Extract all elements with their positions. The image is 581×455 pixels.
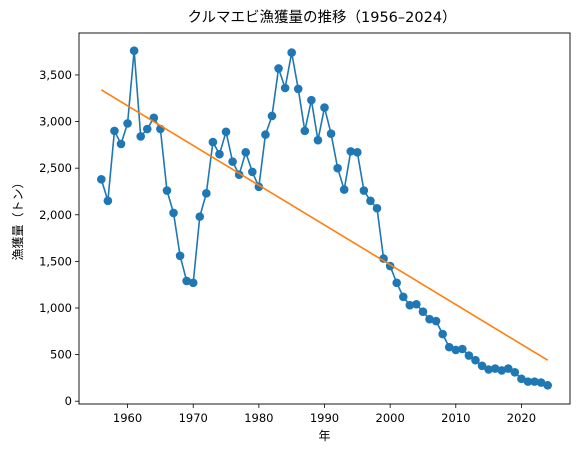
data-point xyxy=(346,147,356,156)
plot-frame xyxy=(78,32,571,405)
data-point xyxy=(503,364,513,373)
data-point xyxy=(215,149,224,159)
data-point xyxy=(471,355,480,365)
data-point xyxy=(169,208,178,218)
data-point xyxy=(287,48,296,57)
data-point xyxy=(195,212,205,221)
data-point xyxy=(451,345,461,355)
data-point xyxy=(379,254,388,263)
x-tick-label: 2010 xyxy=(441,411,470,425)
data-point xyxy=(293,84,303,94)
data-point xyxy=(359,186,369,195)
data-point xyxy=(261,130,270,139)
data-point xyxy=(202,189,211,198)
data-point xyxy=(129,46,139,56)
data-point xyxy=(536,378,546,387)
data-point xyxy=(523,377,533,386)
y-tick-label: 2,000 xyxy=(39,208,72,222)
x-tick-label: 1980 xyxy=(244,411,273,425)
data-point xyxy=(97,175,106,184)
data-point xyxy=(510,368,520,377)
series-line xyxy=(100,49,548,387)
data-point xyxy=(116,139,126,149)
y-tick-label: 2,500 xyxy=(39,161,72,175)
data-point xyxy=(412,299,421,309)
data-point xyxy=(458,344,467,354)
data-point xyxy=(339,185,349,194)
data-point xyxy=(392,278,402,288)
data-point xyxy=(497,366,507,375)
x-tick-label: 2020 xyxy=(507,411,536,425)
plot-area xyxy=(97,46,552,390)
y-tick-label: 3,000 xyxy=(39,115,72,129)
data-point xyxy=(418,307,428,317)
chart-title: クルマエビ漁獲量の推移（1956–2024） xyxy=(187,9,456,26)
x-axis-label: 年 xyxy=(318,429,330,443)
x-tick-label: 2000 xyxy=(376,411,405,425)
x-tick-label: 1960 xyxy=(113,411,142,425)
data-point xyxy=(162,186,172,195)
data-point xyxy=(123,119,132,128)
y-tick-label: 3,500 xyxy=(39,68,72,82)
data-point xyxy=(320,103,329,112)
data-point xyxy=(444,342,454,352)
data-point xyxy=(543,381,552,390)
y-axis: 0 500 1,000 1,500 2,000 2,500 3,000 3,500 xyxy=(39,68,79,408)
trend-line xyxy=(100,89,549,361)
data-point xyxy=(464,351,474,360)
data-point xyxy=(353,148,362,157)
data-point xyxy=(307,95,316,105)
data-point xyxy=(182,276,191,286)
data-point xyxy=(438,329,447,339)
data-point xyxy=(326,129,336,138)
data-point xyxy=(136,132,146,141)
data-point xyxy=(517,374,526,384)
data-point xyxy=(110,126,119,136)
data-point xyxy=(103,196,113,206)
data-point xyxy=(398,292,408,302)
data-point xyxy=(313,135,323,145)
x-axis: 1960 1970 1980 1990 2000 2010 2020 xyxy=(113,404,536,425)
data-point xyxy=(425,314,434,324)
data-point xyxy=(530,377,539,386)
data-point xyxy=(366,196,375,206)
y-tick-label: 500 xyxy=(50,348,72,362)
data-point xyxy=(228,157,237,166)
y-tick-label: 1,000 xyxy=(39,301,72,315)
data-point xyxy=(484,365,493,374)
data-point xyxy=(333,163,342,173)
data-point xyxy=(142,124,152,134)
data-point xyxy=(221,127,231,137)
data-point xyxy=(431,316,441,326)
data-point xyxy=(477,361,487,371)
data-point xyxy=(267,111,277,121)
data-point xyxy=(405,300,415,310)
y-tick-label: 1,500 xyxy=(39,254,72,268)
y-tick-label: 0 xyxy=(65,394,72,408)
data-point xyxy=(188,278,198,288)
y-axis-label: 漁獲量（トン） xyxy=(11,176,25,260)
data-point xyxy=(175,251,185,261)
x-tick-label: 1990 xyxy=(310,411,339,425)
x-tick-label: 1970 xyxy=(179,411,208,425)
data-point xyxy=(280,83,290,93)
data-point xyxy=(372,203,382,213)
data-point xyxy=(241,148,251,157)
data-point xyxy=(274,64,283,73)
data-point xyxy=(490,364,500,373)
data-point xyxy=(247,167,257,177)
data-point xyxy=(300,126,310,136)
data-point xyxy=(208,137,218,147)
